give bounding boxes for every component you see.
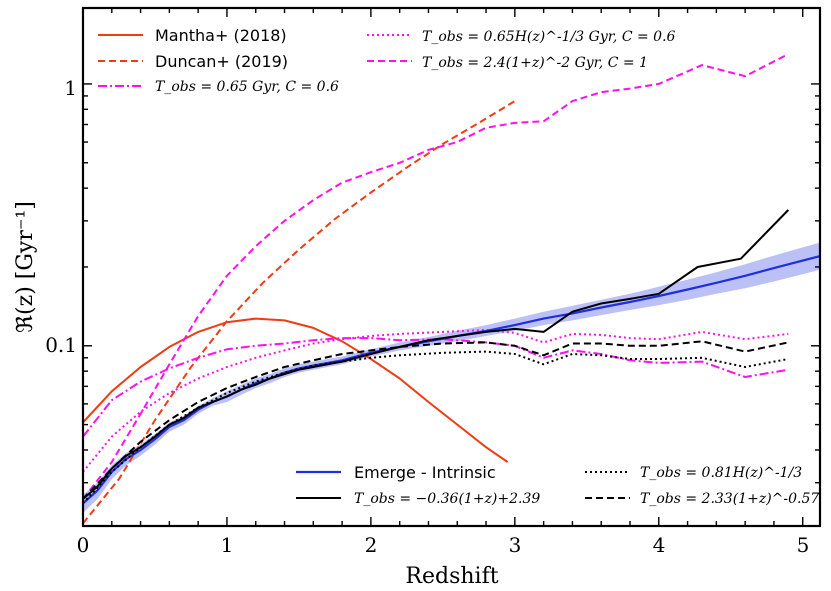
series-line-tobs_const	[83, 337, 789, 438]
legend-label-obs-hz: T_obs = 0.81H(z)^-1/3	[640, 465, 802, 481]
series-line-tobs_pow	[83, 53, 789, 500]
series-line-obs_hz	[83, 350, 789, 505]
legend-bottom: Emerge - Intrinsic T_obs = −0.36(1+z)+2.…	[296, 463, 819, 507]
series-line-duncan	[83, 100, 516, 524]
x-tick-label-1: 1	[221, 533, 234, 557]
series-line-tobs_hz	[83, 328, 789, 473]
legend-top: Mantha+ (2018) Duncan+ (2019) T_obs = 0.…	[98, 26, 676, 95]
legend-label-obs-pow: T_obs = 2.33(1+z)^-0.57	[640, 491, 819, 507]
plot-area	[83, 53, 820, 524]
x-tick-label-3: 3	[509, 533, 522, 557]
legend-label-mantha: Mantha+ (2018)	[155, 26, 287, 45]
x-tick-label-4: 4	[653, 533, 666, 557]
x-tick-label-5: 5	[797, 533, 810, 557]
legend-label-obs-lin: T_obs = −0.36(1+z)+2.39	[354, 491, 540, 507]
x-tick-label-2: 2	[365, 533, 378, 557]
y-tick-label-0.1: 0.1	[45, 333, 77, 357]
legend-label-tobs-pow: T_obs = 2.4(1+z)^-2 Gyr, C = 1	[422, 55, 648, 71]
legend-label-duncan: Duncan+ (2019)	[155, 52, 288, 71]
x-axis-label: Redshift	[405, 564, 498, 589]
legend-label-tobs-const: T_obs = 0.65 Gyr, C = 0.6	[155, 79, 339, 95]
x-tick-label-0: 0	[77, 533, 90, 557]
series-line-obs_lin	[83, 209, 790, 500]
series-band-emerge	[83, 242, 820, 513]
series-line-obs_pow	[83, 340, 789, 500]
legend-label-tobs-hz: T_obs = 0.65H(z)^-1/3 Gyr, C = 0.6	[422, 29, 676, 45]
axis-ticks	[82, 8, 820, 526]
y-tick-label-1: 1	[64, 76, 77, 100]
series-line-mantha	[83, 317, 509, 463]
legend-label-emerge: Emerge - Intrinsic	[354, 463, 496, 482]
y-axis-label: ℜ(z) [Gyr⁻¹]	[13, 201, 38, 333]
